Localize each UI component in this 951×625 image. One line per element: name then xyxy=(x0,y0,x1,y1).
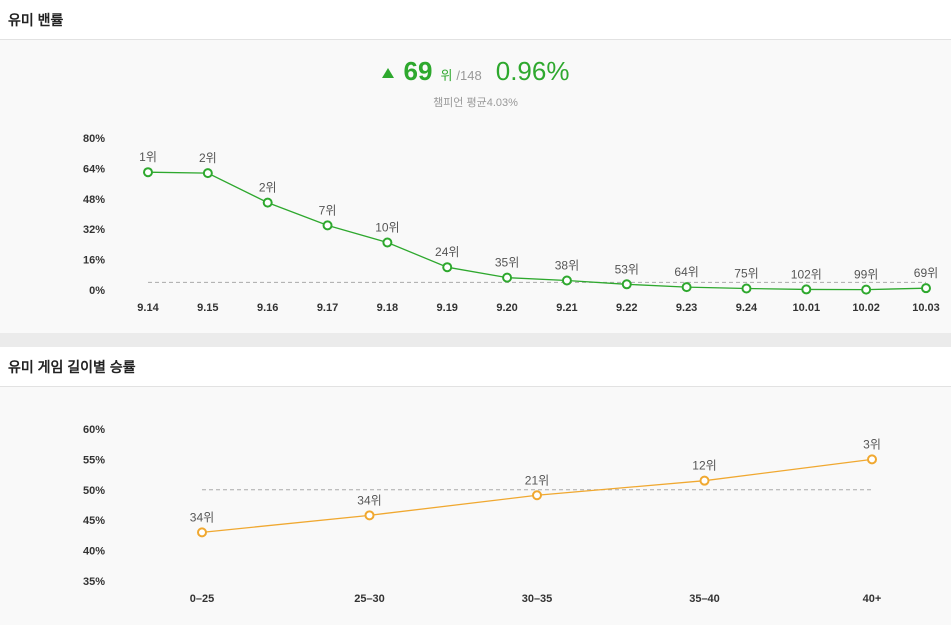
x-tick-label: 40+ xyxy=(863,593,882,605)
data-label: 38위 xyxy=(555,259,579,273)
winrate-by-length-title: 유미 게임 길이별 승률 xyxy=(0,347,951,387)
x-tick-label: 25–30 xyxy=(354,593,385,605)
y-tick-label: 80% xyxy=(83,133,105,145)
data-point xyxy=(502,272,513,283)
ban-rate-panel: 유미 밴률 69 위 /148 0.96% 챔피언 평균4.03% 80% 64%… xyxy=(0,0,951,333)
x-tick-label: 9.15 xyxy=(197,302,218,314)
rank-total: /148 xyxy=(456,68,482,83)
x-tick-label: 9.23 xyxy=(676,302,697,314)
rank-number: 69 xyxy=(403,56,433,86)
x-tick-label: 9.17 xyxy=(317,302,338,314)
data-point xyxy=(197,527,207,538)
y-tick-label: 0% xyxy=(89,285,105,297)
data-label: 64위 xyxy=(674,265,698,279)
data-point xyxy=(364,510,375,521)
data-point xyxy=(532,490,542,501)
y-tick-label: 16% xyxy=(83,255,105,267)
ban-rate-value: 0.96% xyxy=(495,56,570,86)
x-tick-label: 0–25 xyxy=(190,593,214,605)
x-tick-label: 9.18 xyxy=(377,302,398,314)
x-tick-label: 10.03 xyxy=(912,302,940,314)
data-label: 7위 xyxy=(319,203,337,217)
data-point xyxy=(382,237,393,248)
x-tick-label: 9.24 xyxy=(736,302,758,314)
data-point xyxy=(442,262,453,273)
data-label: 12위 xyxy=(692,459,716,473)
data-point xyxy=(561,275,572,286)
data-point xyxy=(202,168,213,179)
data-label: 2위 xyxy=(259,181,277,195)
trend-up-icon xyxy=(381,68,394,78)
data-point xyxy=(741,283,752,294)
data-point xyxy=(699,475,710,486)
x-tick-label: 9.19 xyxy=(437,302,458,314)
data-point xyxy=(621,279,632,290)
data-point xyxy=(801,284,812,295)
y-tick-label: 35% xyxy=(83,576,105,588)
rank-unit: 위 xyxy=(440,68,453,83)
y-tick-label: 40% xyxy=(83,546,105,558)
data-label: 34위 xyxy=(190,510,214,524)
y-tick-label: 45% xyxy=(83,515,105,527)
data-label: 1위 xyxy=(139,150,157,164)
data-label: 99위 xyxy=(854,268,878,282)
data-point xyxy=(681,282,692,293)
y-tick-label: 60% xyxy=(83,424,105,436)
data-label: 35위 xyxy=(495,256,519,270)
y-tick-label: 32% xyxy=(83,224,105,236)
data-point xyxy=(322,220,333,231)
data-label: 34위 xyxy=(357,493,381,507)
champion-average: 챔피언 평균4.03% xyxy=(433,97,518,109)
x-tick-label: 10.02 xyxy=(852,302,880,314)
series-line xyxy=(147,171,927,291)
y-tick-label: 48% xyxy=(83,194,105,206)
data-label: 3위 xyxy=(863,437,881,451)
winrate-by-length-chart: 60% 55% 50% 45% 40% 35% 34위 0–25 34위 25–30 21위 30–3… xyxy=(83,424,882,605)
x-tick-label: 9.21 xyxy=(556,302,577,314)
ban-rate-summary: 69 위 /148 0.96% xyxy=(0,56,951,87)
data-label: 69위 xyxy=(914,266,938,280)
y-tick-label: 50% xyxy=(83,485,105,497)
x-tick-label: 9.20 xyxy=(496,302,517,314)
x-tick-label: 30–35 xyxy=(522,593,553,605)
x-tick-label: 9.22 xyxy=(616,302,637,314)
data-label: 24위 xyxy=(435,245,459,259)
data-label: 102위 xyxy=(791,267,822,281)
ban-rate-title: 유미 밴률 xyxy=(0,0,951,40)
x-tick-label: 9.14 xyxy=(137,302,159,314)
y-tick-label: 55% xyxy=(83,454,105,466)
data-label: 2위 xyxy=(199,151,217,165)
data-point xyxy=(921,283,931,294)
ban-rate-chart: 80% 64% 48% 32% 16% 0% 1위 9.14 2위 9.15 2위 9.16 7위 9.1… xyxy=(83,133,940,314)
data-label: 53위 xyxy=(615,262,639,276)
data-label: 10위 xyxy=(375,221,399,235)
data-point xyxy=(861,284,872,295)
winrate-by-length-panel: 유미 게임 길이별 승률 60% 55% 50% 45% 40% 35% 34위 0–25 34… xyxy=(0,347,951,625)
x-tick-label: 35–40 xyxy=(689,593,720,605)
data-point xyxy=(867,454,877,465)
x-tick-label: 9.16 xyxy=(257,302,278,314)
data-label: 21위 xyxy=(525,473,549,487)
data-label: 75위 xyxy=(734,266,758,280)
data-point xyxy=(262,197,273,208)
y-tick-label: 64% xyxy=(83,163,105,175)
x-tick-label: 10.01 xyxy=(793,302,821,314)
data-point xyxy=(143,167,153,178)
